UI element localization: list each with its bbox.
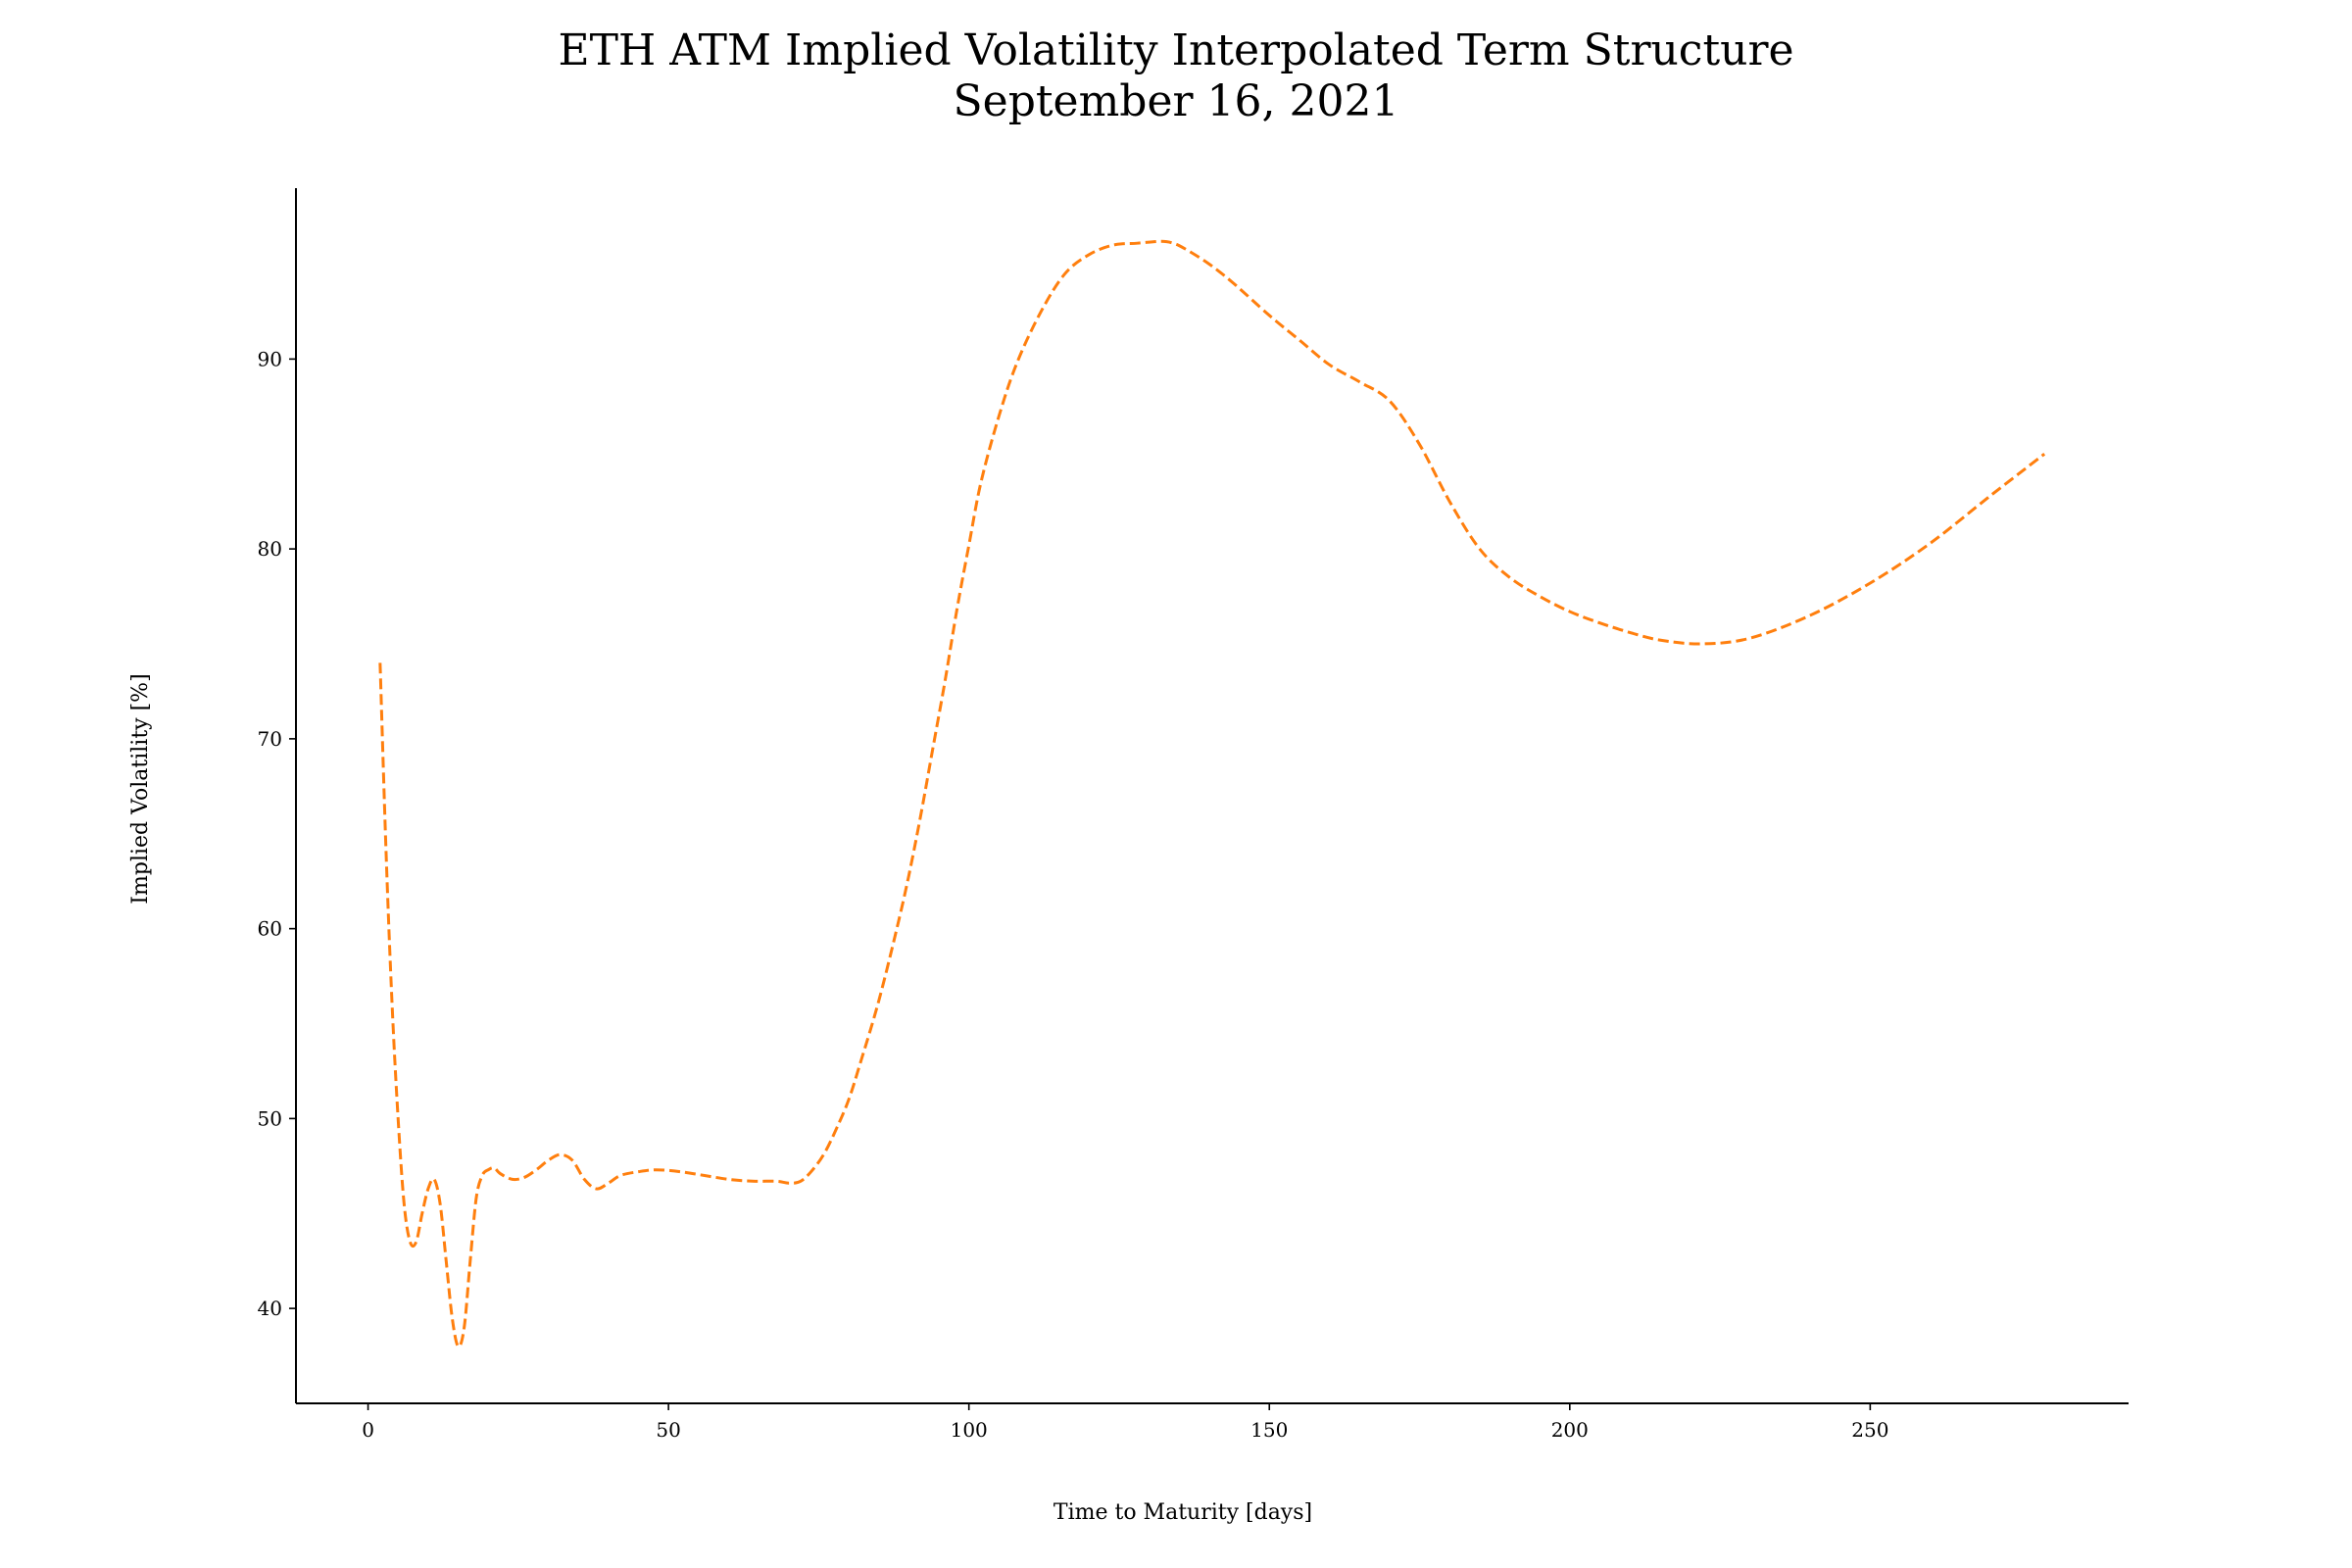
y-axis-ticks: 40 50 60 70 80 90: [258, 347, 296, 1320]
x-tick-label: 0: [362, 1418, 374, 1442]
y-tick-label: 60: [258, 917, 282, 941]
x-axis-label: Time to Maturity [days]: [1054, 1500, 1312, 1525]
x-axis-ticks: 0 50 100 150 200 250: [362, 1403, 1888, 1442]
chart-subtitle: September 16, 2021: [954, 76, 1399, 126]
y-tick-label: 40: [258, 1297, 282, 1320]
y-tick-label: 70: [258, 727, 282, 751]
y-tick-label: 50: [258, 1106, 282, 1130]
x-tick-label: 200: [1551, 1418, 1589, 1442]
series-line-0: [378, 239, 2046, 1348]
x-tick-label: 50: [656, 1418, 680, 1442]
x-tick-label: 150: [1250, 1418, 1288, 1442]
chart-title: ETH ATM Implied Volatility Interpolated …: [558, 25, 1793, 75]
x-tick-label: 100: [951, 1418, 988, 1442]
series-layer: [378, 239, 2046, 1348]
x-tick-label: 250: [1851, 1418, 1888, 1442]
y-tick-label: 90: [258, 347, 282, 370]
y-axis-label: Implied Volatility [%]: [128, 673, 153, 904]
y-tick-label: 80: [258, 537, 282, 561]
